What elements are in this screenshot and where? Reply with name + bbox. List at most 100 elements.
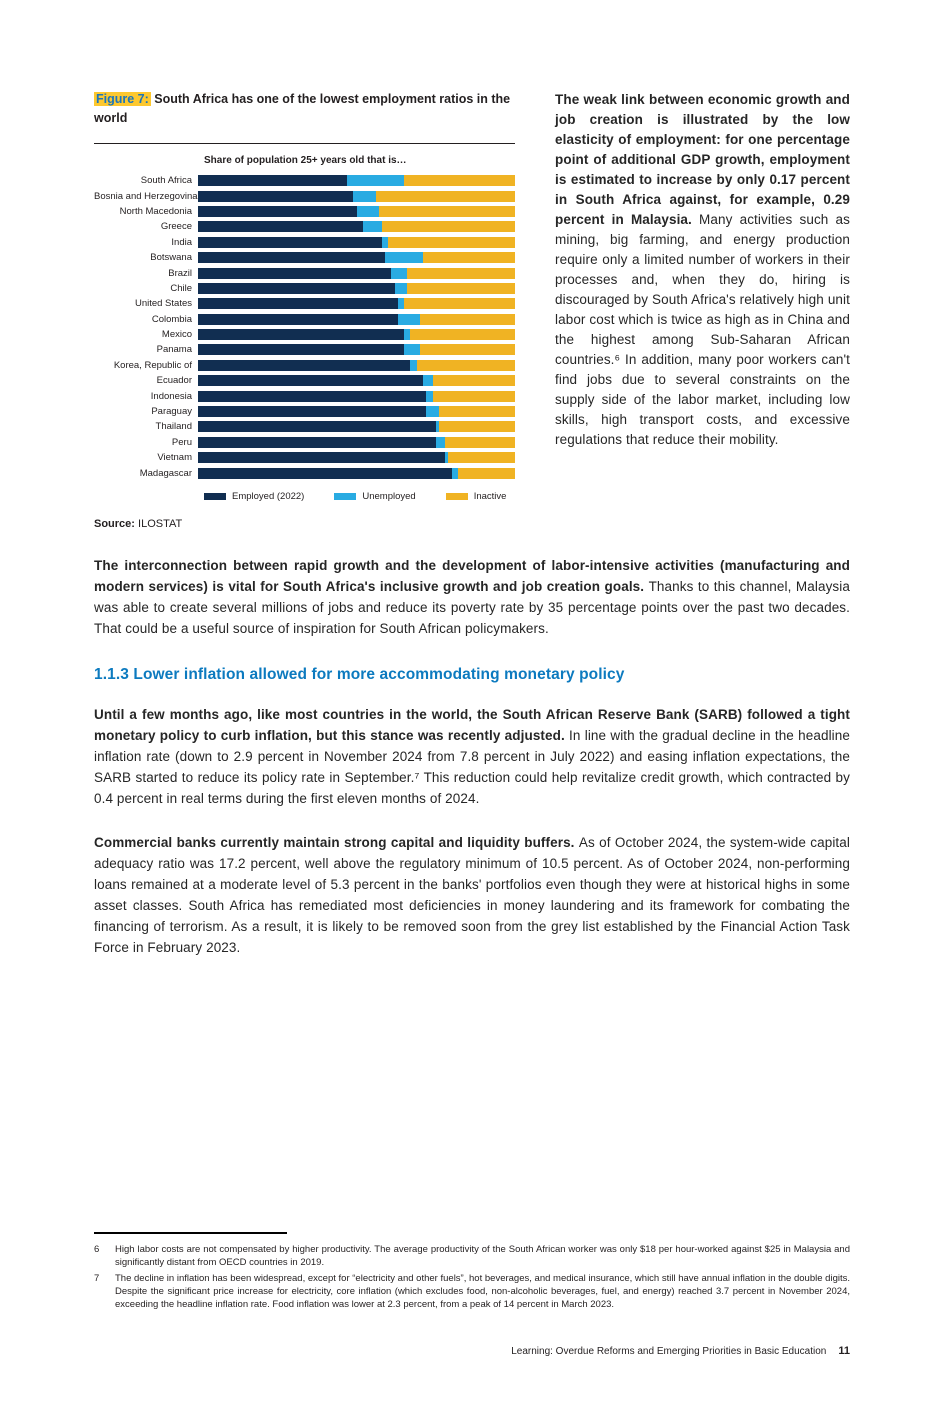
figure-title: South Africa has one of the lowest emplo…	[94, 92, 511, 125]
country-label: Mexico	[161, 329, 192, 341]
bar-segment-inactive	[419, 344, 515, 356]
bar-segment-employed-2022	[198, 375, 424, 387]
stacked-bar	[198, 406, 515, 418]
stacked-bar	[198, 375, 515, 387]
chart-row: Mexico	[94, 327, 515, 342]
bar-segment-employed-2022	[198, 359, 411, 371]
legend-item-unemployed: Unemployed	[334, 490, 416, 502]
bar-segment-unemployed	[391, 267, 408, 279]
bar-segment-inactive	[448, 452, 515, 464]
stacked-bar	[198, 452, 515, 464]
stacked-bar	[198, 298, 515, 310]
country-label: Botswana	[150, 252, 192, 264]
country-label: North Macedonia	[119, 205, 192, 217]
page-number: 11	[838, 1345, 850, 1357]
country-label: Madagascar	[139, 467, 192, 479]
chart-row: Peru	[94, 435, 515, 450]
chart-rows: South Africa Bosnia and Herzegovina North …	[94, 173, 515, 481]
stacked-bar	[198, 390, 515, 402]
stacked-bar	[198, 267, 515, 279]
bar-segment-inactive	[404, 298, 515, 310]
chart-row: North Macedonia	[94, 204, 515, 219]
bar-segment-inactive	[410, 329, 515, 341]
employment-chart: Share of population 25+ years old that i…	[94, 155, 515, 502]
legend-label-unemployed: Unemployed	[362, 490, 416, 502]
chart-legend: Employed (2022) Unemployed Inactive	[204, 491, 515, 502]
bar-segment-unemployed	[397, 313, 420, 325]
stacked-bar	[198, 252, 515, 264]
bar-segment-inactive	[407, 267, 515, 279]
bar-segment-inactive	[419, 313, 515, 325]
stacked-bar	[198, 436, 515, 448]
bar-segment-unemployed	[346, 175, 405, 187]
bar-segment-unemployed	[435, 421, 439, 433]
footnotes: 6 High labor costs are not compensated b…	[94, 1232, 850, 1314]
stacked-bar	[198, 329, 515, 341]
country-label: Paraguay	[151, 406, 192, 418]
page-footer: Learning: Overdue Reforms and Emerging P…	[511, 1345, 850, 1357]
bar-segment-inactive	[381, 221, 515, 233]
bar-segment-inactive	[445, 436, 515, 448]
bar-segment-inactive	[457, 467, 515, 479]
bar-segment-inactive	[388, 236, 515, 248]
bar-segment-employed-2022	[198, 436, 436, 448]
bar-segment-inactive	[404, 175, 515, 187]
chart-row: Indonesia	[94, 388, 515, 403]
paragraph-bold-lead: Until a few months ago, like most countr…	[94, 706, 850, 743]
bar-segment-employed-2022	[198, 390, 427, 402]
footnote-divider	[94, 1232, 287, 1234]
bar-segment-employed-2022	[198, 175, 347, 187]
country-label: Ecuador	[156, 375, 192, 387]
paragraph-text: As of October 2024, the system-wide capi…	[94, 834, 850, 955]
bar-segment-employed-2022	[198, 221, 363, 233]
chart-row: Colombia	[94, 312, 515, 327]
banks-paragraph: Commercial banks currently maintain stro…	[94, 832, 850, 958]
figure-caption: Figure 7: South Africa has one of the lo…	[94, 90, 515, 128]
bar-segment-employed-2022	[198, 267, 392, 279]
footnote-7: 7 The decline in inflation has been wide…	[94, 1272, 850, 1311]
bar-segment-inactive	[378, 205, 515, 217]
bar-segment-unemployed	[410, 359, 417, 371]
stacked-bar	[198, 236, 515, 248]
chart-row: Bosnia and Herzegovina	[94, 188, 515, 203]
chart-row: United States	[94, 296, 515, 311]
bar-segment-unemployed	[356, 205, 379, 217]
legend-swatch-unemployed-icon	[334, 492, 357, 500]
chart-row: Panama	[94, 342, 515, 357]
country-label: Thailand	[155, 421, 192, 433]
chart-row: Brazil	[94, 265, 515, 280]
bar-segment-unemployed	[353, 190, 376, 202]
bar-segment-employed-2022	[198, 406, 427, 418]
top-section: Figure 7: South Africa has one of the lo…	[94, 90, 850, 530]
source-label: Source:	[94, 517, 135, 530]
stacked-bar	[198, 221, 515, 233]
bar-segment-inactive	[416, 359, 515, 371]
bar-segment-unemployed	[397, 298, 405, 310]
chart-row: India	[94, 235, 515, 250]
figure-label: Figure 7:	[94, 92, 151, 106]
bar-segment-inactive	[375, 190, 515, 202]
chart-row: Thailand	[94, 419, 515, 434]
chart-title: Share of population 25+ years old that i…	[204, 155, 407, 166]
bar-segment-inactive	[423, 252, 515, 264]
figure-7: Figure 7: South Africa has one of the lo…	[94, 90, 515, 530]
stacked-bar	[198, 205, 515, 217]
stacked-bar	[198, 359, 515, 371]
paragraph-bold-lead: The interconnection between rapid growth…	[94, 557, 850, 594]
bar-segment-employed-2022	[198, 329, 405, 341]
bar-segment-inactive	[407, 282, 515, 294]
page-content: Figure 7: South Africa has one of the lo…	[94, 90, 850, 958]
bar-segment-unemployed	[435, 436, 446, 448]
paragraph-bold-lead: Commercial banks currently maintain stro…	[94, 834, 579, 850]
bar-segment-employed-2022	[198, 344, 405, 356]
bar-segment-inactive	[438, 421, 515, 433]
bar-segment-unemployed	[445, 452, 449, 464]
stacked-bar	[198, 190, 515, 202]
footnote-number: 7	[94, 1273, 100, 1284]
country-label: Brazil	[168, 267, 192, 279]
country-label: Vietnam	[157, 452, 192, 464]
bar-segment-unemployed	[394, 282, 408, 294]
section-heading-1-1-3: 1.1.3 Lower inflation allowed for more a…	[94, 665, 625, 683]
bar-segment-employed-2022	[198, 205, 357, 217]
